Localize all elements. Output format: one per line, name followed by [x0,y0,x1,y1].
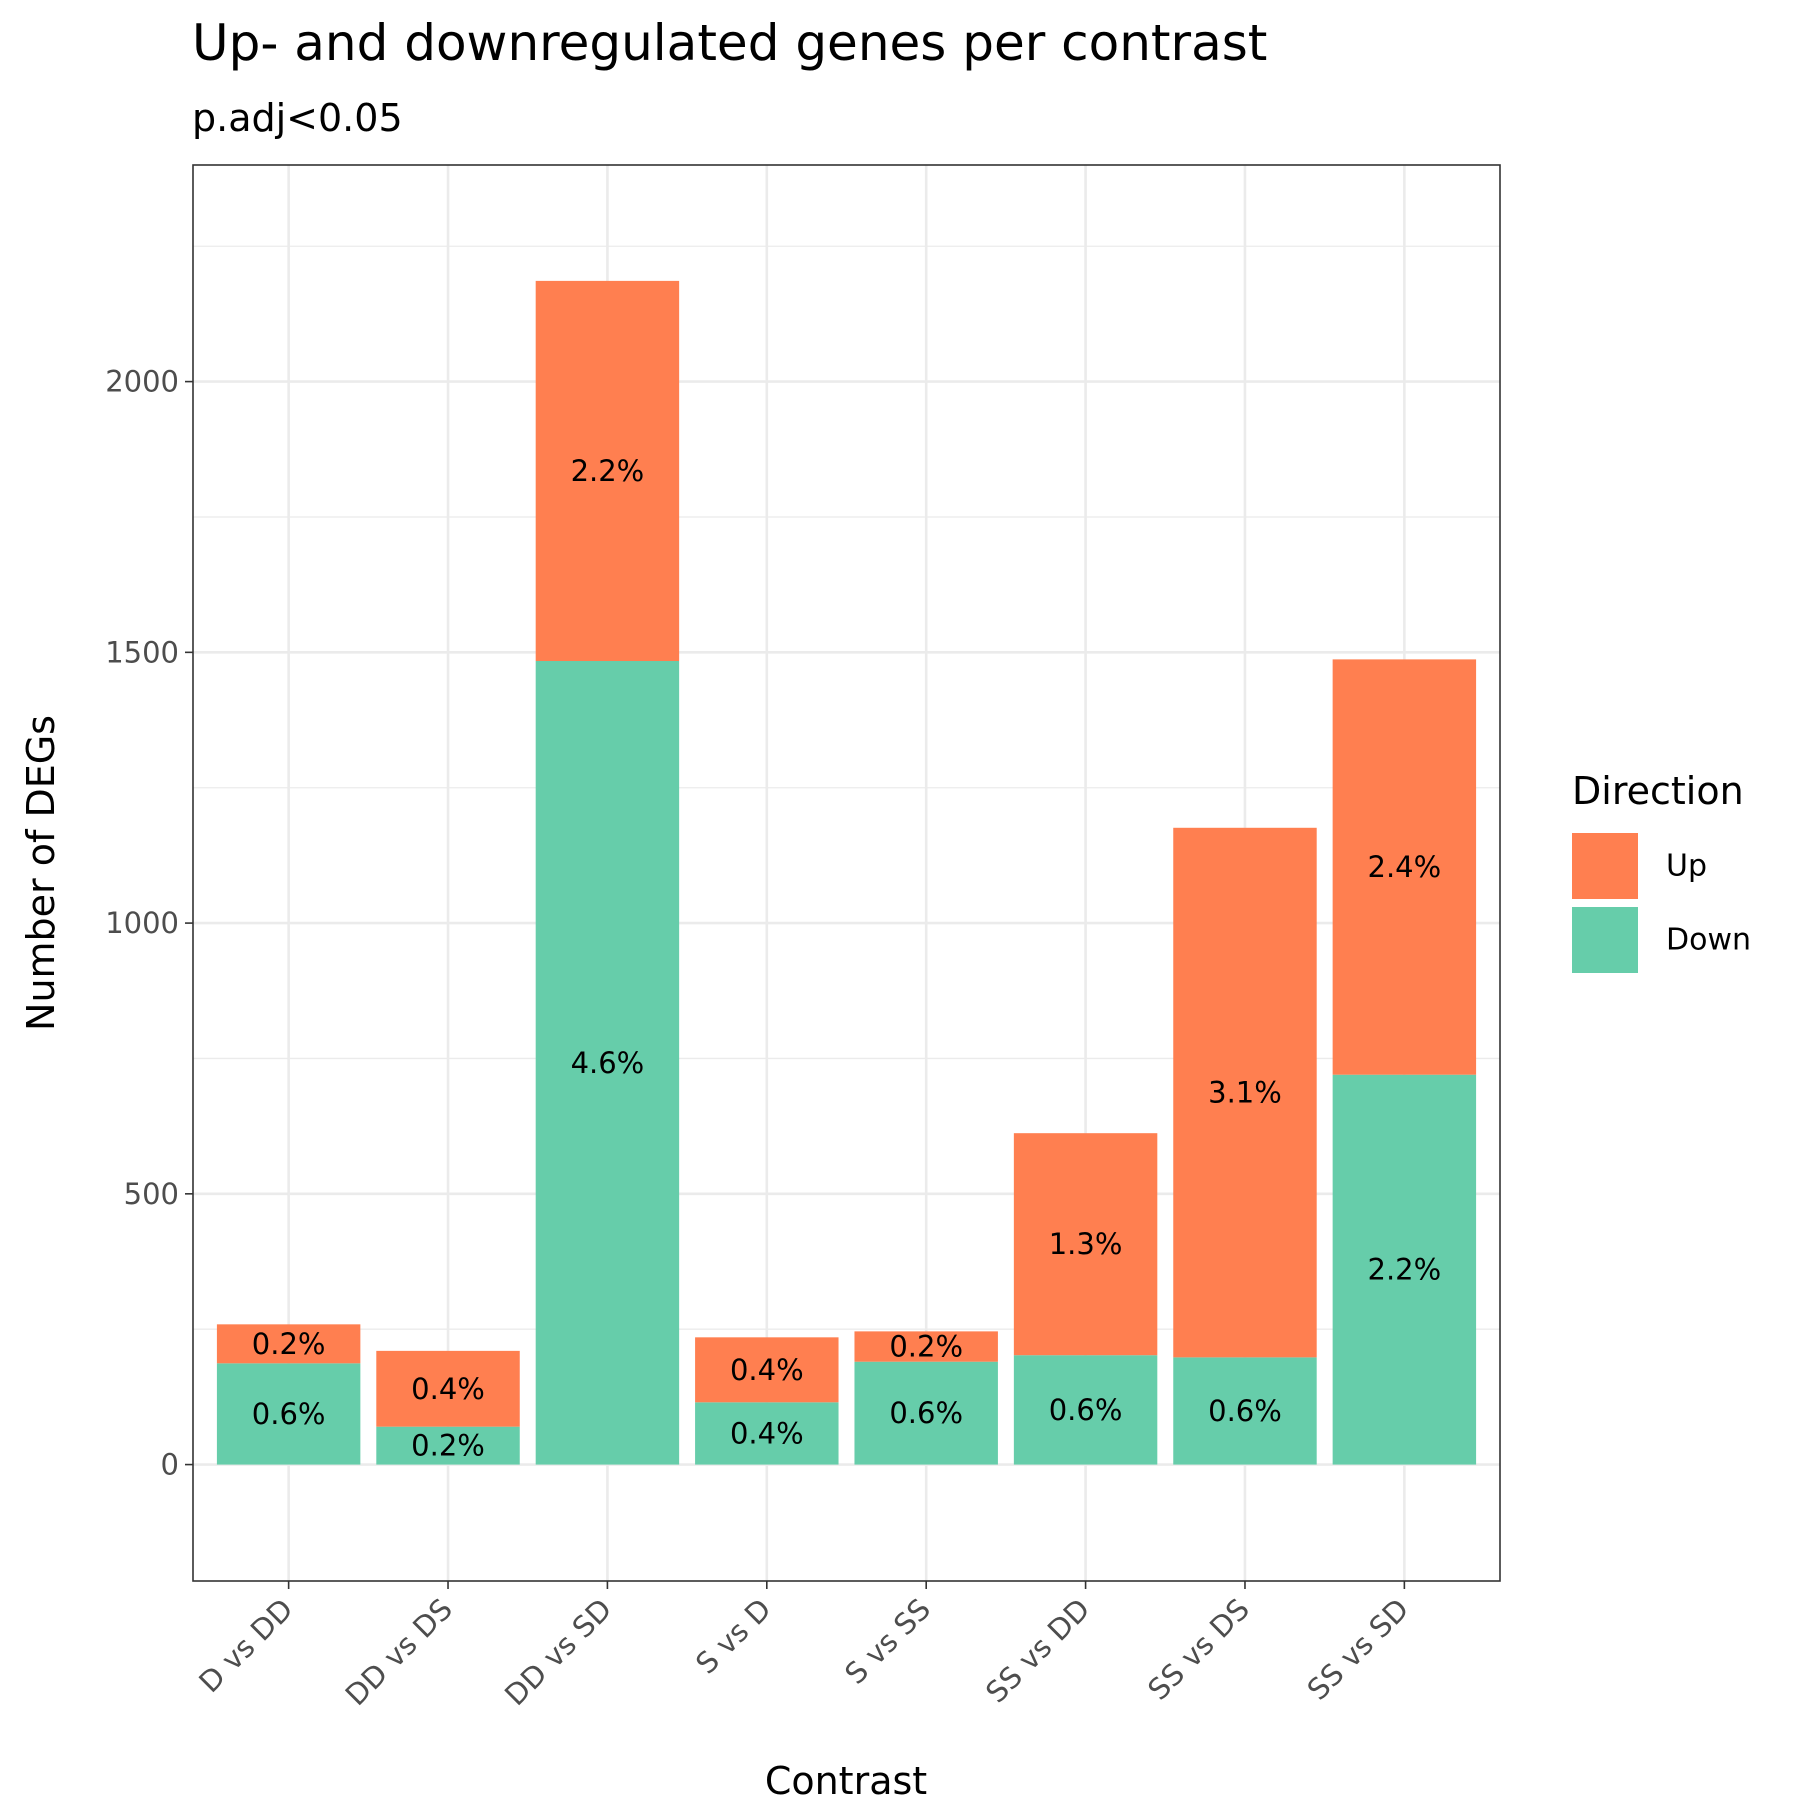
chart-subtitle: p.adj<0.05 [192,96,403,140]
legend-key-up [1572,833,1638,899]
bar-segment-up [1173,827,1317,1358]
bar-segment-down [1332,1074,1477,1465]
bar-label-up: 3.1% [1208,1076,1282,1110]
plot-panel: 0.6% 0.2% 0.2% 0.4% 4.6% 2.2% 0.4% 0.4% 0.6% 0.2%… [192,164,1501,1582]
bar-label-up: 0.2% [252,1327,326,1361]
bar-segment-up [216,1324,361,1364]
bar-label-up: 2.4% [1368,850,1442,884]
bar-label-up: 2.2% [571,454,645,488]
legend-key-down [1572,907,1638,973]
legend-title: Direction [1572,769,1744,813]
bars [216,280,1477,1465]
bar-label-up: 1.3% [1049,1227,1123,1261]
bar-segment-down [1013,1355,1158,1465]
legend-label-down: Down [1666,923,1751,958]
y-tick-label: 1000 [105,906,179,940]
bar-segment-down [376,1426,520,1465]
bar-segment-down [854,1361,998,1465]
bar-segment-up [854,1331,998,1362]
panel-border [192,164,1501,1582]
bar-label-down: 0.4% [730,1416,804,1450]
bar-segment-up [1013,1133,1158,1356]
y-tick-label: 1500 [105,635,179,669]
bar-segment-down [1173,1357,1317,1465]
y-axis-title: Number of DEGs [19,715,63,1031]
legend-items: Up Down [1572,833,1751,973]
bar-segment-up [535,280,680,662]
x-axis-title: Contrast [765,1759,927,1800]
bar-segment-up [1332,659,1477,1075]
legend-label-up: Up [1666,849,1707,884]
y-tick-label: 0 [161,1448,179,1482]
y-tick-label: 2000 [105,365,179,399]
bar-segment-down [535,661,680,1465]
chart-title: Up- and downregulated genes per contrast [192,14,1267,72]
bar-labels: 0.6% 0.2% 0.2% 0.4% 4.6% 2.2% 0.4% 0.4% 0.6% 0.2%… [252,454,1441,1463]
bar-label-up: 0.4% [730,1353,804,1387]
bar-segment-up [376,1350,520,1427]
bar-label-up: 0.4% [411,1372,485,1406]
bar-segment-up [695,1337,839,1403]
bar-label-down: 0.6% [1049,1393,1123,1427]
bar-label-down: 0.6% [252,1397,326,1431]
bar-segment-down [695,1402,839,1465]
bar-label-down: 0.2% [411,1429,485,1463]
y-axis: 0 500 1000 1500 2000 [105,365,193,1482]
bar-label-down: 4.6% [571,1046,645,1080]
bar-label-down: 2.2% [1368,1253,1442,1287]
bar-label-down: 0.6% [1208,1394,1282,1428]
y-tick-label: 500 [124,1177,179,1211]
legend: Direction Up Down [1572,769,1751,973]
bar-label-up: 0.2% [889,1330,963,1364]
bar-segment-down [216,1363,361,1465]
bar-label-down: 0.6% [889,1396,963,1430]
